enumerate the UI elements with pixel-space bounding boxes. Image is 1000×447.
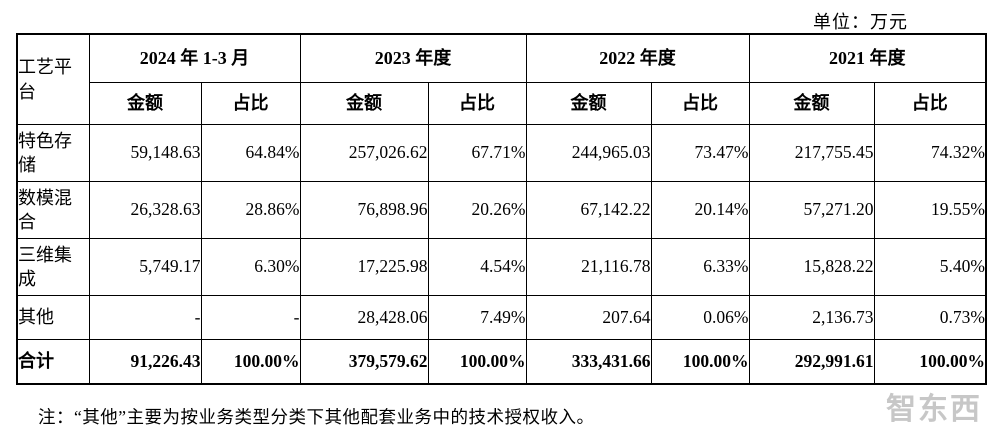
value-cell: 17,225.98	[299, 238, 429, 296]
value-cell: -	[200, 295, 301, 340]
value-cell: 57,271.20	[748, 181, 875, 239]
ratio-header: 占比	[873, 82, 987, 125]
row-label: 其他	[16, 295, 90, 340]
total-row: 合计 91,226.43 100.00% 379,579.62 100.00% …	[16, 339, 987, 385]
row-label: 数模混合	[16, 181, 90, 239]
amount-header: 金额	[88, 82, 202, 125]
value-cell: 91,226.43	[88, 339, 202, 385]
watermark: 智东西	[886, 393, 982, 426]
amount-header: 金额	[748, 82, 875, 125]
table-row: 三维集成 5,749.17 6.30% 17,225.98 4.54% 21,1…	[16, 238, 987, 296]
value-cell: 15,828.22	[748, 238, 875, 296]
ratio-header: 占比	[650, 82, 750, 125]
value-cell: 67,142.22	[525, 181, 652, 239]
value-cell: 207.64	[525, 295, 652, 340]
value-cell: 100.00%	[427, 339, 527, 385]
sub-header-row: 金额 占比 金额 占比 金额 占比 金额 占比	[17, 82, 987, 125]
value-cell: 28.86%	[200, 181, 301, 239]
value-cell: 2,136.73	[748, 295, 875, 340]
value-cell: 20.26%	[427, 181, 527, 239]
value-cell: 292,991.61	[748, 339, 875, 385]
period-header-2024: 2024 年 1-3 月	[88, 33, 301, 83]
value-cell: 100.00%	[200, 339, 301, 385]
value-cell: 5.40%	[873, 238, 987, 296]
row-label: 三维集成	[16, 238, 90, 296]
unit-label: 单位：万元	[813, 12, 908, 32]
period-header-2023: 2023 年度	[299, 33, 527, 83]
value-cell: 67.71%	[427, 124, 527, 182]
financial-table: 工艺平台 2024 年 1-3 月 2023 年度 2022 年度 2021 年…	[16, 33, 987, 385]
value-cell: 59,148.63	[88, 124, 202, 182]
value-cell: 76,898.96	[299, 181, 429, 239]
value-cell: 73.47%	[650, 124, 750, 182]
period-header-row: 工艺平台 2024 年 1-3 月 2023 年度 2022 年度 2021 年…	[16, 33, 987, 125]
amount-header: 金额	[525, 82, 652, 125]
value-cell: 64.84%	[200, 124, 301, 182]
period-header-2022: 2022 年度	[525, 33, 750, 83]
value-cell: 6.30%	[200, 238, 301, 296]
value-cell: 100.00%	[873, 339, 987, 385]
value-cell: 19.55%	[873, 181, 987, 239]
value-cell: 257,026.62	[299, 124, 429, 182]
row-label: 特色存储	[16, 124, 90, 182]
value-cell: 28,428.06	[299, 295, 429, 340]
corner-header: 工艺平台	[16, 33, 90, 125]
amount-header: 金额	[299, 82, 429, 125]
value-cell: 0.06%	[650, 295, 750, 340]
value-cell: 217,755.45	[748, 124, 875, 182]
value-cell: 74.32%	[873, 124, 987, 182]
ratio-header: 占比	[427, 82, 527, 125]
value-cell: 100.00%	[650, 339, 750, 385]
value-cell: 7.49%	[427, 295, 527, 340]
table-row: 特色存储 59,148.63 64.84% 257,026.62 67.71% …	[16, 124, 987, 182]
value-cell: 5,749.17	[88, 238, 202, 296]
value-cell: 6.33%	[650, 238, 750, 296]
row-label: 合计	[16, 339, 90, 385]
value-cell: -	[88, 295, 202, 340]
value-cell: 21,116.78	[525, 238, 652, 296]
footnote: 注：“其他”主要为按业务类型分类下其他配套业务中的技术授权收入。	[38, 407, 595, 427]
value-cell: 4.54%	[427, 238, 527, 296]
value-cell: 26,328.63	[88, 181, 202, 239]
value-cell: 379,579.62	[299, 339, 429, 385]
ratio-header: 占比	[200, 82, 301, 125]
value-cell: 333,431.66	[525, 339, 652, 385]
value-cell: 20.14%	[650, 181, 750, 239]
table-row: 其他 - - 28,428.06 7.49% 207.64 0.06% 2,13…	[16, 295, 987, 340]
table-row: 数模混合 26,328.63 28.86% 76,898.96 20.26% 6…	[16, 181, 987, 239]
value-cell: 0.73%	[873, 295, 987, 340]
period-header-2021: 2021 年度	[748, 33, 987, 83]
value-cell: 244,965.03	[525, 124, 652, 182]
